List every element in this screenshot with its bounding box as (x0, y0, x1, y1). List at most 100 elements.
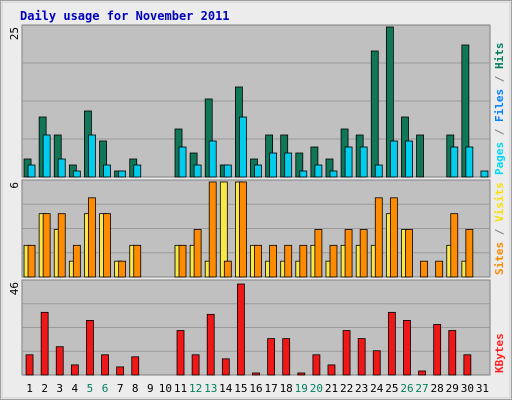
series-kbytes (25, 283, 472, 376)
bar-kbytes-day-14 (221, 358, 230, 376)
x-tick-label: 21 (325, 382, 338, 395)
bar-files-day-8 (133, 164, 142, 178)
bar-kbytes-day-22 (342, 330, 351, 376)
bar-sites-day-19 (299, 244, 308, 278)
bar-sites-day-7 (118, 260, 127, 278)
x-tick-label: 31 (476, 382, 489, 395)
bar-sites-day-15 (238, 181, 247, 278)
x-axis-labels: 1 2 3 4 5 6 7 8 9 10 11 12 13 14 15 16 17 18 19 20 21 22 23 24 2… (26, 382, 489, 395)
chart-title: Daily usage for November 2011 (20, 9, 230, 23)
bar-kbytes-day-18 (282, 338, 291, 376)
bar-files-day-31 (480, 170, 489, 178)
bar-sites-day-29 (450, 213, 459, 278)
bar-files-day-13 (208, 140, 217, 178)
panel-kbytes: 46 KBytes (8, 279, 506, 376)
bar-kbytes-day-28 (433, 324, 442, 376)
bar-files-day-23 (359, 146, 368, 178)
bar-sites-day-2 (42, 213, 51, 278)
bar-hits-day-3 (53, 134, 62, 178)
legend-entry: / (493, 122, 506, 142)
bar-sites-day-28 (435, 260, 444, 278)
bar-sites-day-4 (72, 244, 81, 278)
x-tick-label: 4 (72, 382, 79, 395)
bar-hits-day-25 (385, 26, 394, 178)
x-tick-label: 6 (102, 382, 109, 395)
x-tick-label: 25 (385, 382, 398, 395)
y-max-label: 46 (8, 282, 21, 295)
bar-sites-day-12 (193, 229, 202, 278)
x-tick-label: 9 (147, 382, 154, 395)
bar-files-day-12 (193, 164, 202, 178)
bar-files-day-26 (405, 140, 413, 178)
bar-hits-day-24 (370, 50, 379, 178)
panel-hits-files-pages: 25 Pages / Files / Hits (8, 24, 506, 178)
bar-files-day-14 (223, 164, 232, 178)
bar-kbytes-day-6 (101, 354, 109, 376)
bar-files-day-25 (389, 140, 398, 178)
legend-entry: Files (493, 89, 506, 122)
bar-kbytes-day-11 (176, 330, 185, 376)
x-tick-label: 11 (174, 382, 187, 395)
y-max-label: 25 (8, 27, 21, 40)
x-tick-label: 3 (56, 382, 63, 395)
bar-sites-day-25 (389, 197, 398, 278)
x-tick-label: 27 (415, 382, 428, 395)
bar-kbytes-day-25 (387, 311, 396, 376)
bar-sites-day-8 (133, 244, 142, 278)
bar-files-day-5 (88, 134, 96, 178)
bar-files-day-1 (27, 164, 36, 178)
bar-sites-day-16 (254, 244, 262, 278)
bar-sites-day-5 (88, 197, 96, 278)
bar-kbytes-day-2 (40, 311, 49, 376)
bar-kbytes-day-23 (357, 338, 366, 376)
bar-hits-day-21 (325, 158, 334, 178)
bar-files-day-6 (103, 164, 111, 178)
legend-label: Sites / Visits (493, 182, 506, 275)
x-tick-label: 1 (26, 382, 33, 395)
bar-kbytes-day-17 (267, 338, 276, 376)
legend-label: Pages / Files / Hits (493, 43, 506, 176)
bar-kbytes-day-24 (372, 350, 381, 376)
legend-entry: Hits (493, 43, 506, 70)
bar-sites-day-18 (284, 244, 293, 278)
bar-files-day-30 (465, 146, 474, 178)
bar-files-day-2 (42, 134, 51, 178)
bar-files-day-19 (299, 170, 308, 178)
series-hits (23, 26, 470, 178)
bar-files-day-20 (314, 164, 323, 178)
legend-entry: Sites (493, 242, 506, 275)
x-tick-label: 8 (132, 382, 139, 395)
bar-kbytes-day-19 (297, 372, 306, 376)
bar-kbytes-day-8 (131, 356, 140, 376)
bar-sites-day-23 (359, 229, 368, 278)
chart-panels: 25 Pages / Files / Hits 6 Sites / Visits 46 K… (8, 24, 506, 376)
x-tick-label: 14 (219, 382, 233, 395)
x-tick-label: 13 (204, 382, 217, 395)
x-tick-label: 18 (280, 382, 293, 395)
bar-kbytes-day-3 (55, 346, 64, 376)
x-tick-label: 28 (431, 382, 444, 395)
legend-label: KBytes (493, 333, 506, 373)
bar-kbytes-day-12 (191, 354, 200, 376)
bar-files-day-3 (57, 158, 66, 178)
x-tick-label: 10 (159, 382, 172, 395)
bar-files-day-18 (284, 152, 293, 178)
x-tick-label: 17 (264, 382, 277, 395)
bar-files-day-24 (374, 164, 383, 178)
bar-kbytes-day-16 (252, 372, 260, 376)
x-tick-label: 23 (355, 382, 368, 395)
legend-entry: KBytes (493, 333, 506, 373)
bar-sites-day-1 (27, 244, 36, 278)
bar-sites-day-22 (344, 229, 353, 278)
bar-kbytes-day-5 (86, 320, 94, 376)
bar-sites-day-20 (314, 229, 323, 278)
x-tick-label: 30 (461, 382, 474, 395)
bar-kbytes-day-7 (116, 366, 125, 376)
legend-entry: / (493, 222, 506, 242)
series-visits (23, 181, 470, 278)
x-tick-label: 20 (310, 382, 323, 395)
bar-sites-day-17 (269, 244, 278, 278)
bar-files-day-17 (269, 152, 278, 178)
bar-sites-day-13 (208, 181, 217, 278)
